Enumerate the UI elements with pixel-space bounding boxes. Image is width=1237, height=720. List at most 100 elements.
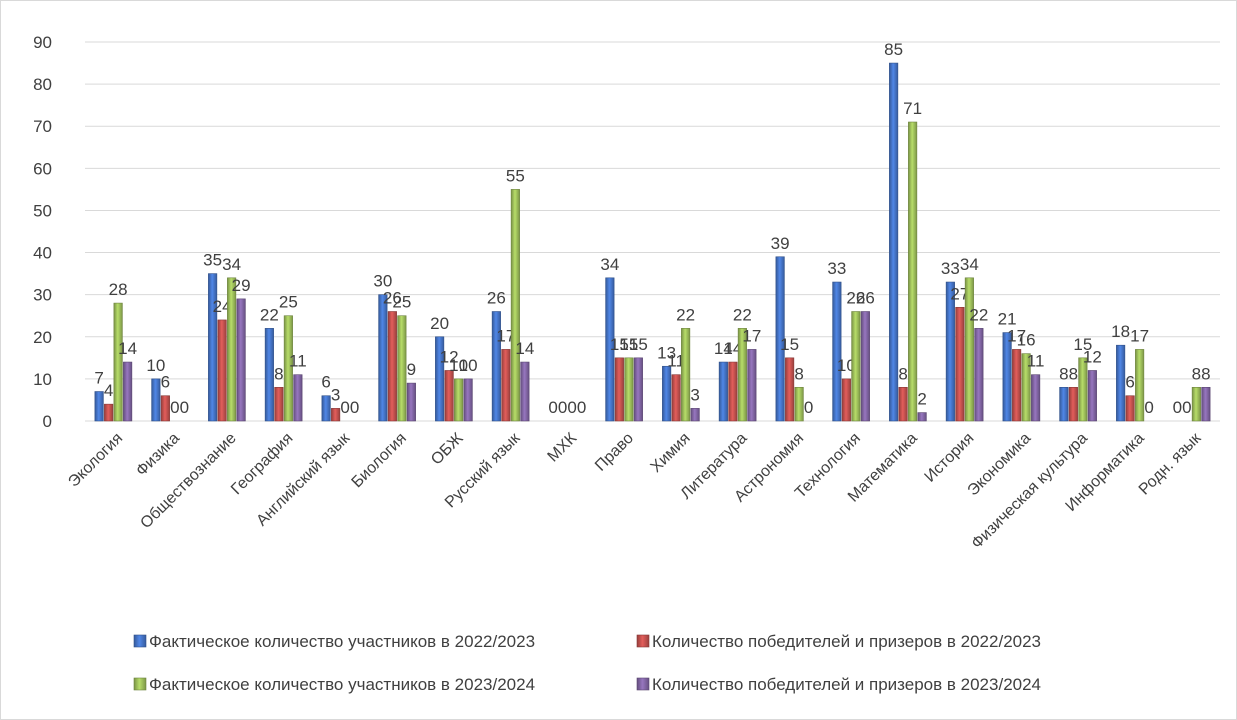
bar	[747, 349, 757, 422]
data-label: 13	[657, 343, 676, 362]
data-label: 11	[667, 352, 685, 371]
bar	[728, 361, 738, 422]
bar	[510, 189, 520, 422]
data-label: 14	[118, 339, 137, 358]
data-label: 0	[350, 398, 359, 417]
bar	[1116, 344, 1126, 422]
data-label: 22	[260, 305, 279, 324]
data-label: 10	[837, 356, 856, 375]
data-label: 17	[496, 326, 515, 345]
legend-swatch	[636, 634, 650, 648]
data-label: 0	[1182, 398, 1191, 417]
data-label: 30	[373, 272, 392, 291]
data-label: 22	[676, 305, 695, 324]
data-label: 11	[1027, 352, 1045, 371]
data-label: 14	[714, 339, 733, 358]
x-tick-label: Родн. язык	[1136, 429, 1205, 498]
bar	[293, 374, 303, 422]
bar	[775, 256, 785, 422]
x-tick-label: Биология	[349, 430, 410, 491]
legend-swatch	[133, 677, 147, 691]
data-label: 21	[998, 310, 1017, 329]
data-label: 27	[950, 284, 969, 303]
data-label: 10	[449, 356, 468, 375]
bar	[151, 378, 161, 422]
x-tick-label: МХК	[545, 429, 581, 465]
bar	[614, 357, 624, 422]
data-label: 8	[1069, 364, 1078, 383]
data-label: 25	[392, 293, 411, 312]
x-tick-label: Обществознание	[137, 430, 239, 532]
data-label: 0	[180, 398, 189, 417]
bar	[1002, 332, 1012, 422]
data-label: 6	[161, 373, 170, 392]
bar	[264, 328, 274, 422]
data-label: 26	[856, 289, 875, 308]
data-label: 0	[577, 398, 586, 417]
bar	[1031, 374, 1041, 422]
y-tick-label: 80	[33, 75, 52, 94]
data-label: 0	[1144, 398, 1153, 417]
y-tick-label: 0	[43, 412, 52, 431]
bar	[463, 378, 473, 422]
data-label: 26	[846, 289, 865, 308]
bar	[435, 336, 445, 422]
data-label: 24	[213, 297, 232, 316]
bar	[737, 328, 747, 422]
legend-label: Количество победителей и призеров в 2023…	[652, 675, 1041, 694]
bar	[236, 298, 246, 422]
x-tick-label: Физическая культура	[968, 430, 1091, 553]
data-label: 29	[232, 276, 251, 295]
bar	[387, 311, 397, 422]
data-label: 8	[1059, 364, 1068, 383]
bar	[1087, 370, 1097, 422]
data-label: 14	[723, 339, 742, 358]
data-label: 35	[203, 251, 222, 270]
data-label: 18	[1111, 322, 1130, 341]
data-label: 9	[407, 360, 416, 379]
bar	[1191, 387, 1201, 422]
data-label: 33	[941, 259, 960, 278]
data-label: 8	[1192, 364, 1201, 383]
data-label: 22	[733, 305, 752, 324]
data-label: 28	[109, 280, 128, 299]
bar	[851, 311, 861, 422]
legend-label: Фактическое количество участников в 2022…	[149, 632, 535, 651]
bar	[662, 365, 672, 422]
bar	[860, 311, 870, 422]
data-label: 10	[146, 356, 165, 375]
data-label: 34	[222, 255, 241, 274]
x-tick-label: Английский язык	[253, 429, 353, 529]
bar	[690, 408, 700, 422]
data-label: 3	[331, 385, 340, 404]
y-tick-label: 90	[33, 33, 52, 52]
y-tick-label: 50	[33, 201, 52, 220]
data-label: 15	[619, 335, 638, 354]
bar	[444, 370, 454, 422]
bar	[964, 277, 974, 422]
data-label: 16	[1017, 331, 1036, 350]
legend-label: Количество победителей и призеров в 2022…	[652, 632, 1041, 651]
data-label: 71	[903, 99, 922, 118]
bar	[1078, 357, 1088, 422]
bar	[397, 315, 407, 422]
bar	[160, 395, 170, 422]
bar	[501, 349, 511, 422]
bar	[605, 277, 615, 422]
data-label: 12	[1083, 347, 1102, 366]
y-tick-label: 30	[33, 286, 52, 305]
legend-swatch	[636, 677, 650, 691]
data-label: 33	[827, 259, 846, 278]
data-label: 8	[794, 364, 803, 383]
data-label: 15	[610, 335, 629, 354]
x-tick-label: Право	[592, 430, 637, 475]
data-label: 17	[1007, 326, 1026, 345]
data-label: 55	[506, 166, 525, 185]
data-label: 12	[440, 347, 459, 366]
bar	[227, 277, 237, 422]
data-label: 0	[548, 398, 557, 417]
data-label: 0	[340, 398, 349, 417]
data-label: 0	[170, 398, 179, 417]
bar	[955, 306, 965, 422]
